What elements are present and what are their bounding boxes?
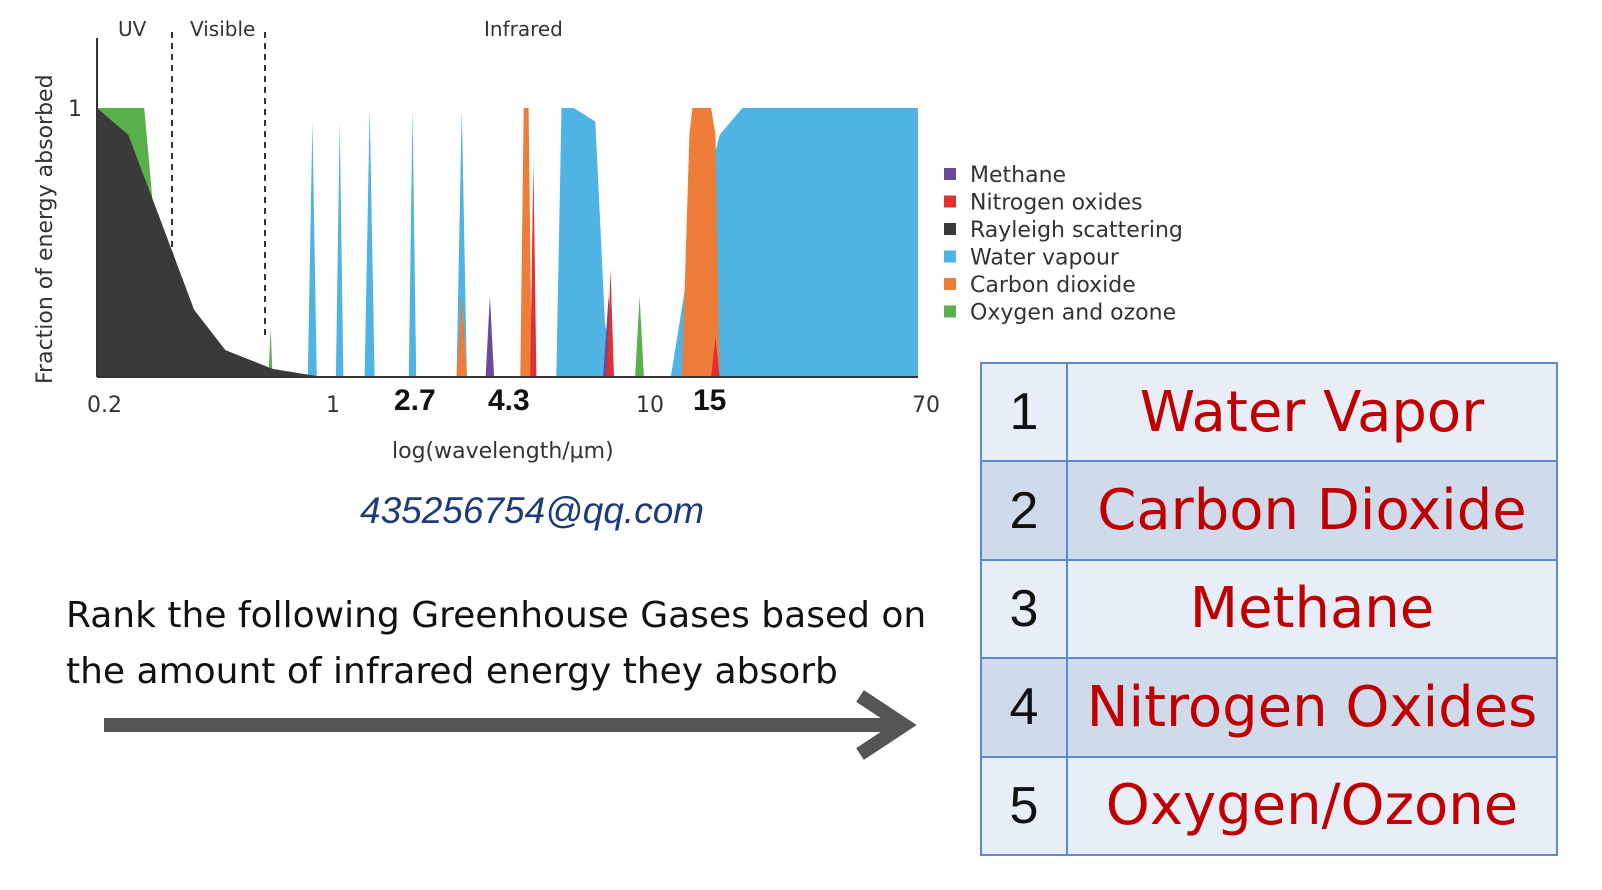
rank-number: 1 [980, 361, 1068, 463]
question-text: Rank the following Greenhouse Gases base… [66, 595, 927, 692]
gas-name: Nitrogen Oxides [1066, 657, 1558, 758]
legend-swatch [944, 250, 956, 263]
x-axis-label: log(wavelength/µm) [392, 439, 614, 464]
rank-number: 5 [980, 755, 1068, 857]
highlight-tick-label: 2.7 [394, 384, 436, 417]
absorption-chart: UV Visible Infrared 1 Fraction of energy… [33, 17, 1183, 464]
legend-swatch [944, 305, 956, 318]
series-area-water-vapour [307, 108, 918, 377]
legend-label: Methane [970, 163, 1066, 188]
legend-label: Oxygen and ozone [970, 301, 1176, 326]
legend-swatch [944, 168, 956, 180]
series-layer [97, 108, 918, 377]
table-row: 3 Methane [980, 558, 1558, 660]
table-row: 2 Carbon Dioxide [980, 460, 1558, 561]
legend-label: Carbon dioxide [970, 273, 1136, 298]
series-area-rayleigh-scattering [97, 108, 323, 377]
x-tick-label: 10 [636, 393, 664, 418]
highlight-tick-label: 15 [693, 384, 726, 417]
legend-label: Rayleigh scattering [970, 218, 1183, 243]
region-label-uv: UV [118, 17, 147, 41]
x-tick-label: 70 [912, 393, 940, 418]
legend-swatch [944, 195, 956, 208]
table-row: 5 Oxygen/Ozone [980, 755, 1558, 857]
region-label-infrared: Infrared [484, 17, 563, 41]
gas-name: Carbon Dioxide [1066, 460, 1558, 561]
legend-label: Nitrogen oxides [970, 191, 1143, 216]
legend-label: Water vapour [970, 246, 1120, 271]
gas-name: Oxygen/Ozone [1066, 755, 1558, 857]
email-watermark: 435256754@qq.com [360, 490, 705, 531]
rank-number: 2 [980, 460, 1068, 561]
gas-name: Water Vapor [1066, 361, 1558, 463]
ranking-table: 1 Water Vapor 2 Carbon Dioxide 3 Methane… [980, 361, 1558, 857]
rank-number: 4 [980, 657, 1068, 758]
legend-swatch [944, 223, 956, 235]
region-label-visible: Visible [190, 17, 255, 41]
table-row: 4 Nitrogen Oxides [980, 657, 1558, 758]
legend-swatch [944, 278, 956, 290]
rank-number: 3 [980, 558, 1068, 660]
highlight-tick-label: 4.3 [488, 384, 530, 417]
arrow-right-icon [104, 690, 917, 760]
y-axis-label: Fraction of energy absorbed [33, 74, 58, 384]
y-tick-label: 1 [68, 97, 82, 122]
gas-name: Methane [1066, 558, 1558, 660]
table-row: 1 Water Vapor [980, 361, 1558, 463]
series-area-carbon-dioxide [456, 108, 720, 377]
x-tick-label: 0.2 [87, 393, 122, 418]
x-tick-label: 1 [326, 393, 340, 418]
